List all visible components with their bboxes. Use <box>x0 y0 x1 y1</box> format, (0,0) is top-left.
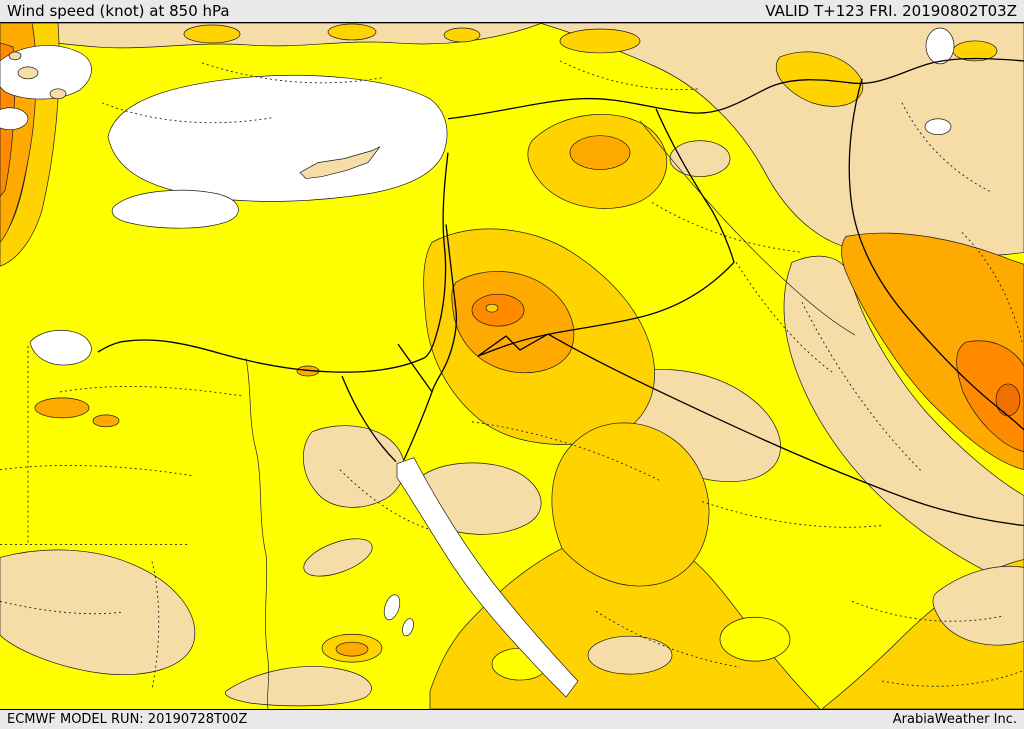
wind-contour-beige <box>669 140 731 177</box>
rivers <box>245 120 856 709</box>
valid-time-label: VALID T+123 FRI. 20190802T03Z <box>765 2 1017 20</box>
iraq-iran-border <box>848 78 1024 431</box>
gulf-of-suez-coast <box>341 375 397 463</box>
wind-contour-yellow-pocket <box>719 616 791 662</box>
island <box>8 51 22 61</box>
mediterranean-calm-region <box>107 75 448 202</box>
wind-contour-gold-eye <box>485 303 499 313</box>
wind-contour-beige <box>0 549 196 675</box>
euphrates-river <box>639 120 856 336</box>
calm-region <box>402 618 414 637</box>
saudi-north-border <box>547 333 1024 527</box>
island <box>49 88 67 100</box>
admin-boundary <box>651 202 803 253</box>
country-borders <box>97 57 1024 527</box>
weather-map <box>0 22 1024 710</box>
calm-region <box>29 329 92 366</box>
calm-region <box>111 189 239 229</box>
calm-regions-white <box>0 27 955 698</box>
syria-iraq-border <box>655 108 735 263</box>
wind-contour-gold <box>183 24 241 44</box>
islands <box>8 51 381 179</box>
map-canvas <box>0 23 1024 709</box>
jordan-river-border <box>431 224 458 393</box>
wind-contour-orange <box>92 414 120 428</box>
cyprus-island <box>299 146 381 179</box>
jordan-saudi-border <box>477 333 549 357</box>
admin-boundary <box>101 102 273 124</box>
admin-boundaries-dotted <box>0 60 1023 690</box>
wind-contour-orange <box>34 397 90 419</box>
calm-region <box>0 107 29 131</box>
admin-boundary <box>851 600 1003 622</box>
wind-contour-beige <box>932 565 1024 646</box>
wind-contour-gold <box>775 51 864 107</box>
gulf-of-aqaba-coast <box>403 391 433 460</box>
calm-region <box>924 118 952 136</box>
wind-contour-gold <box>559 28 641 54</box>
nile-river <box>245 357 269 709</box>
turkey-south-border <box>447 57 1024 120</box>
wind-contour-gold <box>443 27 481 43</box>
wind-contour-gold <box>327 23 377 41</box>
admin-boundary <box>0 465 193 477</box>
wind-contour-dark-orange <box>471 293 525 327</box>
wind-contour-beige <box>224 666 372 707</box>
egypt-coastline <box>97 339 425 373</box>
admin-boundary <box>559 60 701 90</box>
levant-coastline <box>423 152 449 359</box>
wind-contour-beige <box>0 23 543 49</box>
header-bar: Wind speed (knot) at 850 hPa VALID T+123… <box>0 0 1024 22</box>
admin-boundary <box>471 421 663 483</box>
footer-bar: ECMWF MODEL RUN: 20190728T00Z ArabiaWeat… <box>0 710 1024 729</box>
admin-boundary <box>881 670 1023 687</box>
wind-contour-orange <box>335 641 369 657</box>
wind-contour-beige-sinai <box>303 425 405 508</box>
wind-contour-dark-orange <box>956 340 1024 453</box>
admin-boundary <box>735 262 833 373</box>
credit-label: ArabiaWeather Inc. <box>892 712 1017 727</box>
wind-contour-gold <box>551 422 710 587</box>
admin-boundary <box>59 386 243 397</box>
red-sea <box>396 457 579 698</box>
calm-region <box>925 27 955 65</box>
model-run-label: ECMWF MODEL RUN: 20190728T00Z <box>7 712 248 727</box>
wind-contour-orange <box>569 135 631 170</box>
aegean-calm-region <box>0 45 92 100</box>
wind-contour-beige <box>303 538 373 577</box>
admin-boundary <box>201 62 383 84</box>
iraq-jordan-border <box>477 261 735 357</box>
island <box>17 66 39 80</box>
wind-contour-beige <box>587 635 673 675</box>
page-title: Wind speed (knot) at 850 hPa <box>7 2 230 20</box>
admin-boundary <box>701 501 883 528</box>
wind-contour-deep-orange <box>995 383 1021 417</box>
israel-egypt-border <box>397 343 433 393</box>
calm-region <box>383 594 401 621</box>
